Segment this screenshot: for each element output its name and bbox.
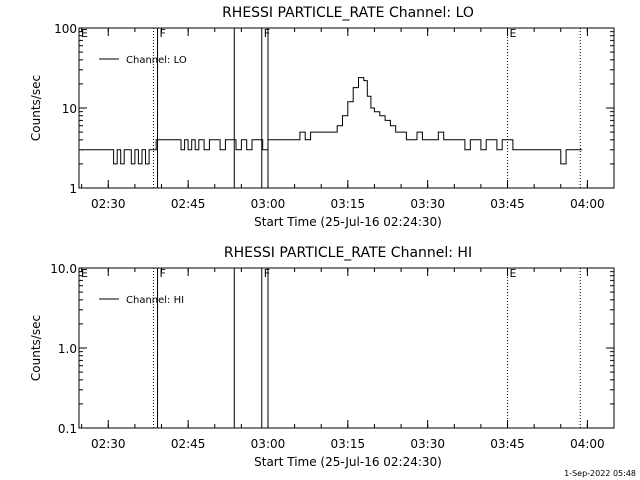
x-tick-label: 03:45	[490, 197, 525, 211]
y-tick-label: 1.0	[58, 342, 77, 356]
x-tick-label: 04:00	[570, 437, 605, 451]
event-marker-label: F	[160, 27, 166, 40]
event-marker-label: E	[81, 267, 88, 280]
x-tick-label: 03:45	[490, 437, 525, 451]
event-marker-label: E	[510, 27, 517, 40]
hi-channel-panel: RHESSI PARTICLE_RATE Channel: HI Start T…	[29, 245, 615, 469]
x-tick-label: 04:00	[570, 197, 605, 211]
x-tick-label: 02:45	[171, 437, 206, 451]
event-marker-label: E	[510, 267, 517, 280]
y-tick-label: 10.0	[50, 262, 77, 276]
x-tick-label: 03:15	[331, 197, 366, 211]
series-line-0	[81, 77, 583, 165]
x-tick-label: 02:30	[91, 437, 126, 451]
chart-title: RHESSI PARTICLE_RATE Channel: LO	[222, 5, 474, 21]
legend-label: Channel: LO	[126, 55, 187, 66]
x-tick-label: 03:00	[251, 197, 286, 211]
x-tick-label: 02:45	[171, 197, 206, 211]
x-tick-label: 02:30	[91, 197, 126, 211]
x-axis-label: Start Time (25-Jul-16 02:24:30)	[254, 215, 442, 229]
plot-frame	[78, 267, 615, 429]
x-tick-label: 03:30	[410, 437, 445, 451]
event-marker-label: F	[160, 267, 166, 280]
event-marker-label: F	[264, 267, 270, 280]
y-tick-label: 0.1	[58, 422, 77, 436]
legend-label: Channel: HI	[126, 295, 184, 306]
chart-title: RHESSI PARTICLE_RATE Channel: HI	[224, 245, 472, 261]
lo-channel-panel: RHESSI PARTICLE_RATE Channel: LO Start T…	[29, 5, 615, 229]
generated-timestamp: 1-Sep-2022 05:48	[564, 469, 636, 478]
y-axis-label: Counts/sec	[29, 75, 43, 141]
x-tick-label: 03:00	[251, 437, 286, 451]
x-tick-label: 03:30	[410, 197, 445, 211]
y-tick-label: 10	[62, 102, 77, 116]
event-marker-label: F	[264, 27, 270, 40]
y-tick-label: 1	[69, 182, 77, 196]
y-axis-label: Counts/sec	[29, 315, 43, 381]
plot-frame	[78, 27, 615, 189]
x-axis-label: Start Time (25-Jul-16 02:24:30)	[254, 455, 442, 469]
event-marker-label: E	[81, 27, 88, 40]
x-tick-label: 03:15	[331, 437, 366, 451]
y-tick-label: 100	[54, 22, 77, 36]
